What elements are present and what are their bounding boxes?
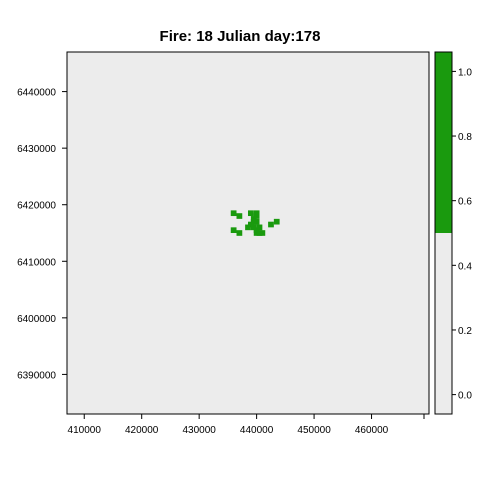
colorbar-segment (435, 233, 452, 414)
colorbar-tick-label: 0.0 (458, 391, 472, 402)
y-tick-label: 6440000 (17, 88, 56, 99)
burned-cell (253, 218, 260, 225)
burned-cells (230, 210, 280, 236)
burned-cell (248, 210, 254, 217)
y-tick-label: 6400000 (17, 314, 56, 325)
colorbar-tick-label: 1.0 (458, 67, 472, 78)
burned-cell (253, 213, 260, 219)
burned-cell (236, 213, 243, 219)
colorbar-frame (434, 51, 453, 415)
x-tick-label: 460000 (355, 425, 389, 436)
burned-cell (245, 224, 251, 231)
burned-cell (230, 227, 237, 233)
colorbar-tick-label: 0.6 (458, 197, 472, 208)
y-tick-label: 6420000 (17, 201, 56, 212)
y-tick-label: 6410000 (17, 257, 56, 268)
x-tick-label: 450000 (297, 425, 331, 436)
burned-cell (230, 210, 237, 217)
colorbar-segment (435, 52, 452, 233)
chart-title: Fire: 18 Julian day:178 (160, 28, 321, 45)
burned-cell (259, 230, 266, 236)
y-tick-label: 6430000 (17, 144, 56, 155)
colorbar-tick-label: 0.2 (458, 326, 472, 337)
burned-cell (250, 224, 257, 231)
x-tick-label: 410000 (68, 425, 102, 436)
colorbar-tick-label: 0.8 (458, 132, 472, 143)
colorbar-tick-label: 0.4 (458, 261, 472, 272)
burned-cell (236, 230, 243, 236)
plot-background (67, 52, 429, 414)
burned-cell (268, 221, 274, 228)
colorbar: 0.0 0.2 0.4 0.6 0.8 1.0 (434, 51, 472, 415)
x-axis: 410000 420000 430000 440000 450000 460000 (68, 413, 425, 436)
x-tick-label: 420000 (125, 425, 159, 436)
y-axis: 6390000 6400000 6410000 6420000 6430000 64400… (17, 88, 68, 381)
y-tick-label: 6390000 (17, 370, 56, 381)
burned-cell (273, 218, 280, 225)
x-tick-label: 430000 (182, 425, 216, 436)
x-tick-label: 440000 (240, 425, 274, 436)
